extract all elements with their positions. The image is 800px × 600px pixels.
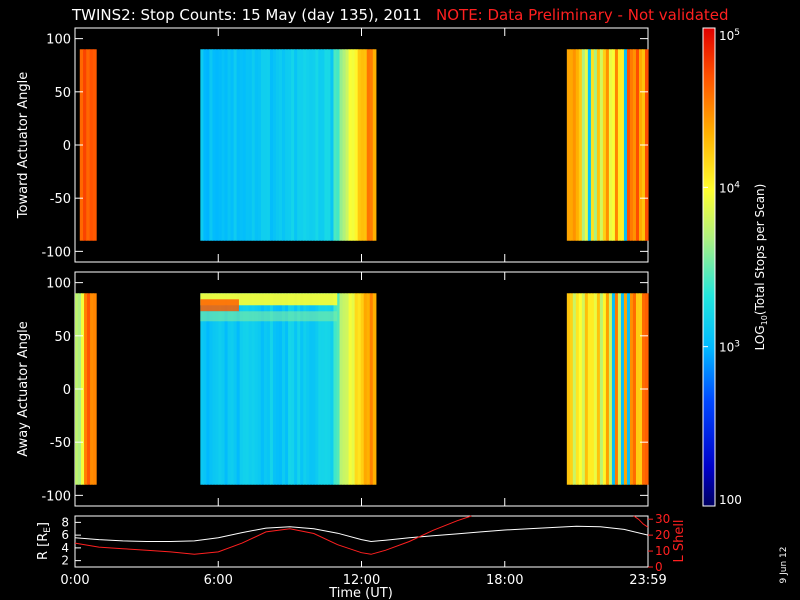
lshell-tick-label: 0 xyxy=(655,560,663,574)
ytick-label: 100 xyxy=(46,33,71,48)
time-tick-label: 6:00 xyxy=(204,573,233,588)
time-tick-label: 23:59 xyxy=(629,573,666,588)
colorbar-ticks: 105 104 103 100 xyxy=(703,27,742,507)
away-ylabel: Away Actuator Angle xyxy=(16,321,31,456)
colorbar-label: LOG10(Total Stops per Scan) xyxy=(753,184,769,351)
ytick-label: 50 xyxy=(54,330,71,345)
lshell-axis-label: L Shell xyxy=(672,519,687,562)
lshell-tick-label: 30 xyxy=(655,512,670,526)
colorbar-tick-label: 100 xyxy=(719,493,742,507)
r-axis-label: R [RE] xyxy=(36,522,53,560)
colorbar-tick-label: 105 xyxy=(719,28,740,43)
toward-axes: 100 50 0 -50 -100 xyxy=(41,28,649,262)
orbit-lines xyxy=(74,515,649,555)
heatmap-segment xyxy=(200,293,377,485)
ytick-label: -100 xyxy=(41,489,71,504)
ytick-label: -50 xyxy=(50,192,71,207)
heatmap-segment xyxy=(566,49,649,241)
lshell-tick-label: 20 xyxy=(655,528,670,542)
toward-ylabel: Toward Actuator Angle xyxy=(16,72,31,219)
colorbar: 105 104 103 100 LOG10(Total Stops per Scan) xyxy=(702,27,769,507)
ytick-label: 100 xyxy=(46,277,71,292)
lshell-series-line xyxy=(74,515,472,555)
toward-heatmap xyxy=(79,49,649,241)
r-tick-label: 2 xyxy=(61,554,69,568)
toward-angle-panel: 100 50 0 -50 -100 Toward Actuator Angle xyxy=(16,27,649,263)
colorbar-tick-label: 104 xyxy=(719,180,740,195)
heatmap-segment xyxy=(200,49,377,241)
heatmap-segment xyxy=(566,293,649,485)
time-axis-label: Time (UT) xyxy=(328,586,393,600)
r-tick-label: 8 xyxy=(61,515,69,529)
away-angle-panel: 100 50 0 -50 -100 Away Actuator Angle xyxy=(16,271,649,507)
preliminary-note: NOTE: Data Preliminary - Not validated xyxy=(436,6,729,24)
date-stamp: 9 Jun 12 xyxy=(779,547,789,584)
ytick-label: 0 xyxy=(63,383,71,398)
r-tick-label: 6 xyxy=(61,528,69,542)
time-tick-label: 12:00 xyxy=(343,573,380,588)
time-tick-label: 0:00 xyxy=(60,573,89,588)
away-axes: 100 50 0 -50 -100 xyxy=(41,272,649,506)
colorbar-gradient xyxy=(702,27,716,507)
lshell-series-line xyxy=(633,515,649,528)
ytick-label: -100 xyxy=(41,245,71,260)
lshell-tick-label: 10 xyxy=(655,544,670,558)
r-series-line xyxy=(74,525,649,543)
ytick-label: 50 xyxy=(54,86,71,101)
ytick-label: 0 xyxy=(63,139,71,154)
figure-title: TWINS2: Stop Counts: 15 May (day 135), 2… xyxy=(72,6,422,24)
ytick-label: -50 xyxy=(50,436,71,451)
time-tick-label: 18:00 xyxy=(486,573,523,588)
title-row: TWINS2: Stop Counts: 15 May (day 135), 2… xyxy=(0,6,800,26)
colorbar-tick-label: 103 xyxy=(719,340,740,355)
r-tick-label: 4 xyxy=(61,541,69,555)
